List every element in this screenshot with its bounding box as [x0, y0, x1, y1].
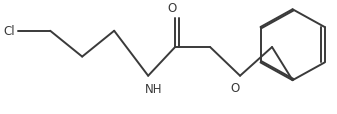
Text: O: O — [167, 2, 176, 15]
Text: Cl: Cl — [3, 25, 15, 38]
Text: O: O — [231, 82, 240, 94]
Text: NH: NH — [145, 83, 162, 96]
